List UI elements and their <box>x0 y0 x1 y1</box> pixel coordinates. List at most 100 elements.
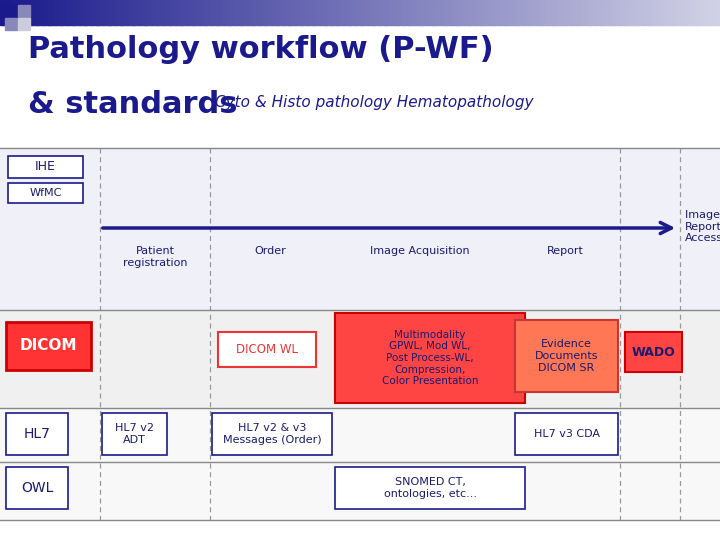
Bar <box>495 0 498 25</box>
Bar <box>624 0 627 25</box>
Bar <box>353 0 356 25</box>
Text: DICOM: DICOM <box>19 339 77 354</box>
Bar <box>382 0 384 25</box>
Bar <box>590 0 593 25</box>
Bar <box>60 0 63 25</box>
Bar <box>391 0 394 25</box>
Bar <box>218 332 316 367</box>
Bar <box>374 0 377 25</box>
Bar <box>0 462 720 520</box>
Bar <box>8 156 83 178</box>
Bar <box>655 0 658 25</box>
Bar <box>53 0 55 25</box>
Bar <box>254 0 257 25</box>
Bar <box>166 0 168 25</box>
Bar <box>387 0 390 25</box>
Bar <box>65 0 68 25</box>
Bar <box>432 0 435 25</box>
Bar <box>533 0 536 25</box>
Bar <box>55 0 58 25</box>
Bar <box>89 0 91 25</box>
Bar <box>583 0 586 25</box>
Bar <box>521 0 523 25</box>
Bar <box>657 0 660 25</box>
Bar <box>703 0 706 25</box>
Bar <box>135 0 138 25</box>
Bar <box>619 0 622 25</box>
Bar <box>211 0 214 25</box>
Bar <box>614 0 617 25</box>
Bar <box>554 0 557 25</box>
Bar <box>441 0 444 25</box>
Bar <box>5 18 17 30</box>
Bar <box>626 0 629 25</box>
Bar <box>189 0 192 25</box>
Bar <box>557 0 559 25</box>
Text: Cyto & Histo pathology Hematopathology: Cyto & Histo pathology Hematopathology <box>215 95 534 110</box>
Bar <box>151 0 154 25</box>
Bar <box>113 0 116 25</box>
Bar <box>288 0 291 25</box>
Bar <box>487 0 490 25</box>
Bar <box>670 0 672 25</box>
Bar <box>377 0 379 25</box>
Bar <box>631 0 634 25</box>
Bar <box>312 0 315 25</box>
Bar <box>18 18 30 30</box>
Text: Report: Report <box>546 246 583 256</box>
Bar <box>261 0 264 25</box>
Bar <box>515 413 618 455</box>
Bar <box>102 413 167 455</box>
Bar <box>499 0 502 25</box>
Bar <box>120 0 123 25</box>
Bar <box>598 0 600 25</box>
Bar <box>355 0 358 25</box>
Bar <box>672 0 675 25</box>
Bar <box>338 0 341 25</box>
Bar <box>94 0 96 25</box>
Bar <box>319 0 322 25</box>
Bar <box>243 0 246 25</box>
Bar <box>99 0 102 25</box>
Bar <box>180 0 183 25</box>
Bar <box>84 0 87 25</box>
Bar <box>418 0 420 25</box>
Bar <box>367 0 370 25</box>
Text: Patient
registration: Patient registration <box>122 246 187 268</box>
Bar <box>515 320 618 392</box>
Bar <box>490 0 492 25</box>
Bar <box>101 0 104 25</box>
Bar <box>430 0 433 25</box>
Bar <box>384 0 387 25</box>
Bar <box>639 0 642 25</box>
Bar <box>310 0 312 25</box>
Bar <box>603 0 606 25</box>
Bar <box>139 0 142 25</box>
Bar <box>245 0 248 25</box>
Bar <box>446 0 449 25</box>
Text: Order: Order <box>254 246 286 256</box>
Bar <box>228 0 231 25</box>
Bar <box>22 0 24 25</box>
Text: IHE: IHE <box>35 160 56 173</box>
Bar <box>686 0 689 25</box>
Bar <box>77 0 80 25</box>
Bar <box>96 0 99 25</box>
Text: HL7 v3 CDA: HL7 v3 CDA <box>534 429 600 439</box>
Bar <box>497 0 500 25</box>
Bar <box>281 0 284 25</box>
Bar <box>706 0 708 25</box>
Bar <box>259 0 262 25</box>
Bar <box>684 0 687 25</box>
Bar <box>576 0 579 25</box>
Bar <box>269 0 271 25</box>
Bar <box>45 0 48 25</box>
Bar <box>276 0 279 25</box>
Bar <box>401 0 404 25</box>
Bar <box>67 0 70 25</box>
Bar <box>302 0 305 25</box>
Bar <box>559 0 562 25</box>
Bar <box>677 0 680 25</box>
Text: OWL: OWL <box>21 481 53 495</box>
Bar <box>146 0 149 25</box>
